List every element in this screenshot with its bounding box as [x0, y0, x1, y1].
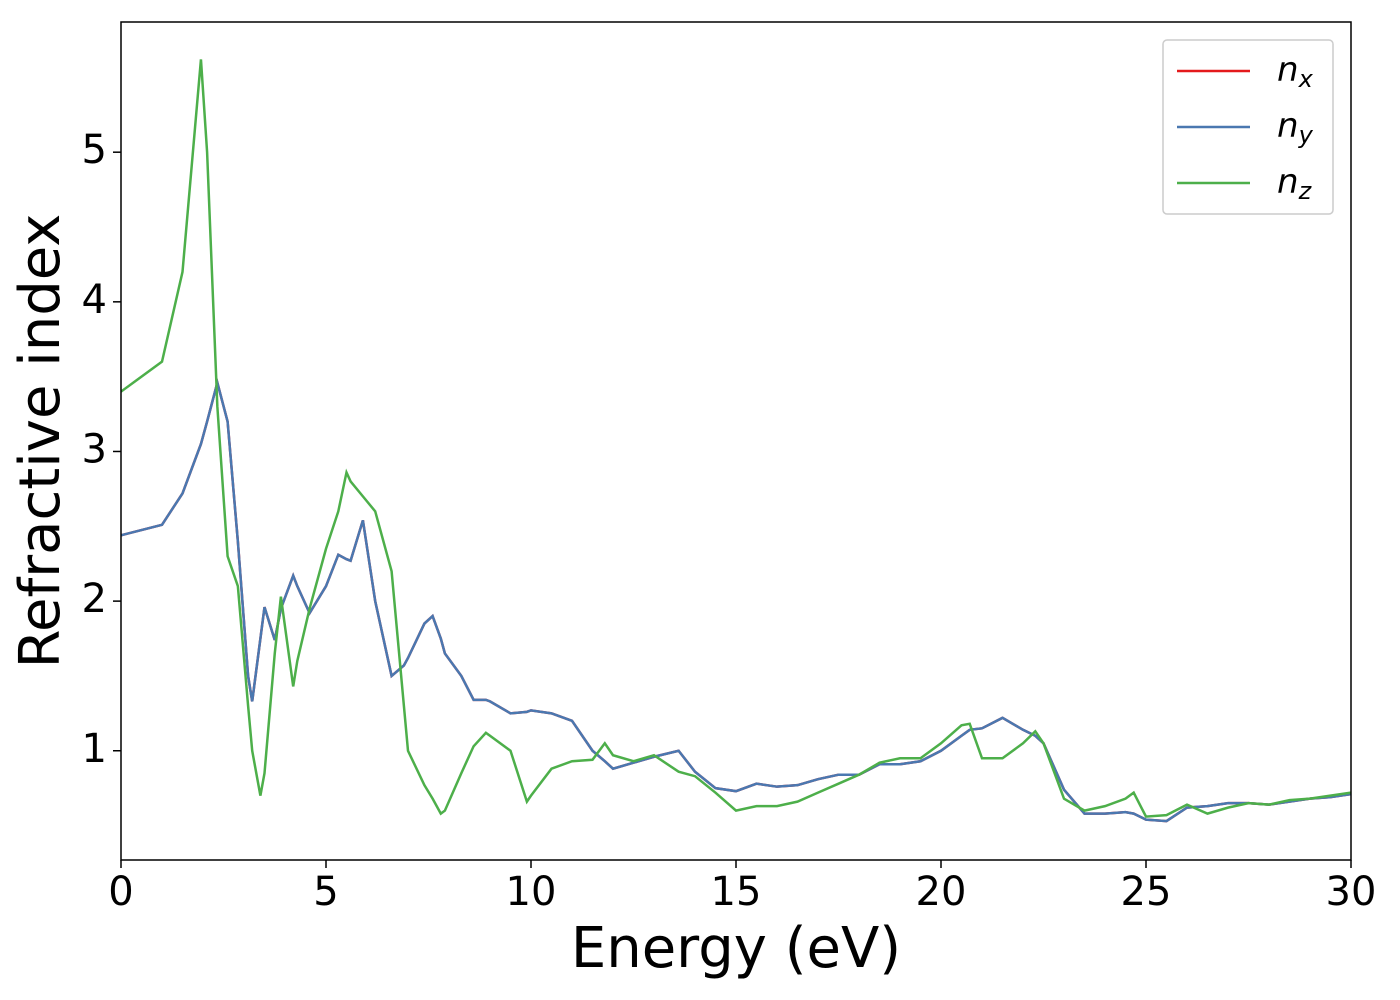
y-tick-label: 5: [82, 127, 107, 173]
x-axis-label: Energy (eV): [571, 916, 901, 981]
y-tick-label: 4: [82, 277, 107, 323]
x-tick-label: 0: [108, 869, 133, 915]
legend-label: ny: [1277, 106, 1314, 150]
x-tick-label: 10: [506, 869, 557, 915]
line: [121, 377, 1351, 823]
x-tick-label: 25: [1121, 869, 1172, 915]
plot-frame: [120, 21, 1352, 861]
x-tick-label: 5: [313, 869, 338, 915]
y-tick-label: 2: [82, 576, 107, 622]
x-tick-label: 30: [1326, 869, 1377, 915]
y-tick-label: 1: [82, 726, 107, 772]
legend-label: nx: [1277, 50, 1314, 94]
y-tick-label: 3: [82, 426, 107, 472]
legend-label: nz: [1277, 162, 1313, 206]
line: [121, 59, 1351, 818]
x-tick-label: 15: [711, 869, 762, 915]
x-tick-label: 20: [916, 869, 967, 915]
y-axis-label: Refractive index: [8, 214, 73, 669]
